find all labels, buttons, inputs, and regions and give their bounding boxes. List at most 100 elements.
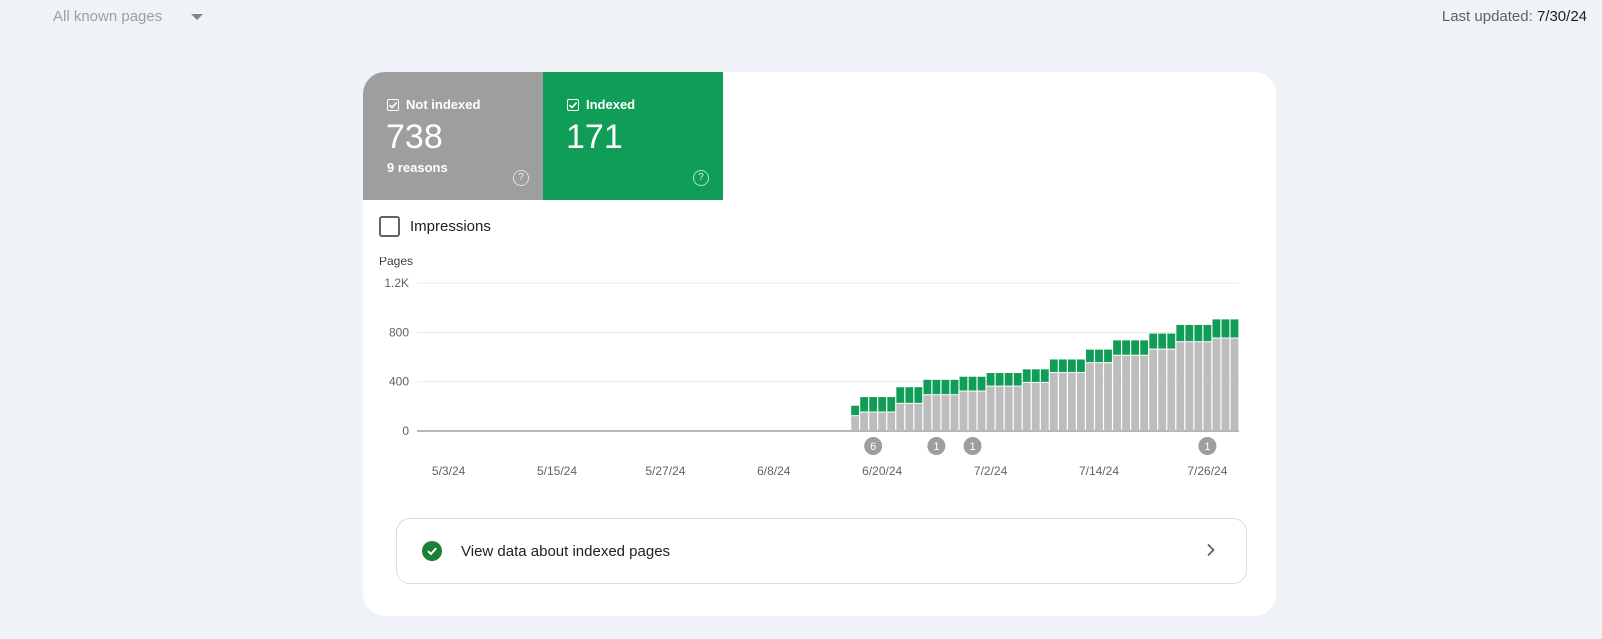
bar-indexed (1149, 333, 1158, 349)
y-tick-label: 800 (389, 325, 409, 339)
x-tick-label: 5/27/24 (645, 464, 685, 478)
help-icon[interactable]: ? (693, 170, 709, 186)
bar-indexed (914, 387, 923, 403)
bar-indexed (1194, 324, 1203, 342)
bar-not-indexed (905, 403, 914, 431)
annotation-label: 1 (969, 441, 975, 453)
bar-not-indexed (1149, 349, 1158, 431)
annotation-marker (1198, 437, 1217, 455)
bar-not-indexed (1212, 338, 1221, 431)
x-tick-label: 6/8/24 (757, 464, 791, 478)
bar-indexed (851, 405, 860, 416)
bar-not-indexed (1131, 355, 1140, 431)
bar-indexed (1077, 359, 1085, 373)
impressions-label: Impressions (410, 218, 491, 235)
x-tick-label: 7/26/24 (1187, 464, 1227, 478)
view-indexed-pages-link[interactable]: View data about indexed pages (396, 518, 1247, 584)
bar-indexed (968, 376, 977, 391)
bar-not-indexed (1185, 342, 1194, 431)
bar-not-indexed (887, 412, 896, 431)
not-indexed-label: Not indexed (406, 97, 481, 112)
x-tick-label: 6/20/24 (862, 464, 902, 478)
bar-indexed (887, 397, 896, 412)
checkbox-checked-icon[interactable] (387, 98, 399, 111)
bar-not-indexed (896, 403, 905, 431)
not-indexed-reasons: 9 reasons (387, 160, 448, 175)
bar-not-indexed (860, 412, 869, 431)
bar-not-indexed (1095, 363, 1103, 431)
bar-indexed (932, 379, 941, 395)
bar-indexed (1203, 324, 1212, 342)
coverage-card: Not indexed 738 9 reasons ? Indexed 171 … (363, 72, 1276, 616)
annotation-marker (963, 437, 982, 455)
bar-indexed (1212, 319, 1221, 338)
bar-indexed (1067, 359, 1076, 373)
page-filter-label: All known pages (53, 8, 163, 25)
view-indexed-pages-label: View data about indexed pages (461, 542, 671, 560)
bar-indexed (1004, 373, 1013, 386)
bar-not-indexed (1140, 355, 1149, 431)
bar-indexed (1122, 340, 1131, 355)
bar-indexed (905, 387, 914, 403)
bar-not-indexed (1230, 338, 1239, 431)
last-updated-prefix: Last updated: (1441, 8, 1537, 25)
bar-not-indexed (1203, 342, 1212, 431)
bar-not-indexed (950, 395, 959, 431)
bar-not-indexed (977, 391, 986, 431)
bar-not-indexed (1031, 382, 1040, 431)
bar-indexed (1131, 340, 1140, 355)
x-tick-label: 7/2/24 (974, 464, 1008, 478)
bar-indexed (1040, 369, 1049, 382)
y-tick-label: 1.2K (384, 276, 409, 290)
bar-not-indexed (1040, 382, 1049, 431)
not-indexed-tile[interactable]: Not indexed 738 9 reasons ? (363, 72, 543, 200)
pages-chart: Pages 0 400 800 1.2K 6 1 1 1 5/3/24 5/15/24 5/27/24… (379, 257, 1239, 478)
impressions-toggle[interactable]: Impressions (379, 216, 491, 237)
x-tick-label: 5/15/24 (537, 464, 577, 478)
bar-not-indexed (1022, 382, 1031, 431)
bar-not-indexed (869, 412, 878, 431)
bar-not-indexed (932, 395, 941, 431)
bar-indexed (1113, 340, 1121, 355)
bar-not-indexed (1122, 355, 1131, 431)
bar-not-indexed (1221, 338, 1230, 431)
bar-indexed (941, 379, 950, 395)
bar-indexed (923, 379, 932, 395)
bar-indexed (1176, 324, 1185, 342)
indexed-tile[interactable]: Indexed 171 ? (543, 72, 723, 200)
page-filter-dropdown[interactable]: All known pages (53, 8, 204, 25)
bar-indexed (1230, 319, 1239, 338)
bar-indexed (1049, 359, 1058, 373)
bar-not-indexed (1194, 342, 1203, 431)
arrow-drop-down-icon (191, 13, 204, 20)
last-updated-date: 7/30/24 (1536, 8, 1587, 25)
y-tick-label: 400 (389, 375, 409, 389)
bar-indexed (1022, 369, 1031, 382)
indexed-header: Indexed (567, 97, 635, 112)
chevron-right-icon (1207, 543, 1215, 557)
checkbox-checked-icon[interactable] (567, 98, 579, 111)
bar-not-indexed (923, 395, 932, 431)
bar-indexed (860, 397, 869, 412)
checkbox-unchecked-icon[interactable] (379, 216, 400, 237)
bar-not-indexed (1086, 363, 1094, 431)
help-icon[interactable]: ? (513, 170, 529, 186)
bar-not-indexed (1004, 386, 1013, 431)
bar-indexed (1185, 324, 1194, 342)
x-tick-label: 7/14/24 (1079, 464, 1119, 478)
bar-indexed (977, 376, 986, 391)
bar-indexed (1140, 340, 1149, 355)
bar-not-indexed (959, 391, 968, 431)
bar-indexed (959, 376, 968, 391)
x-tick-label: 5/3/24 (432, 464, 466, 478)
annotation-marker (864, 437, 883, 455)
bar-not-indexed (1058, 373, 1067, 431)
bar-not-indexed (878, 412, 887, 431)
bar-not-indexed (968, 391, 977, 431)
bar-indexed (1167, 333, 1176, 349)
bar-indexed (869, 397, 878, 412)
bar-indexed (950, 379, 959, 395)
bar-indexed (1013, 373, 1022, 386)
bar-indexed (995, 373, 1004, 386)
bar-not-indexed (1049, 373, 1058, 431)
